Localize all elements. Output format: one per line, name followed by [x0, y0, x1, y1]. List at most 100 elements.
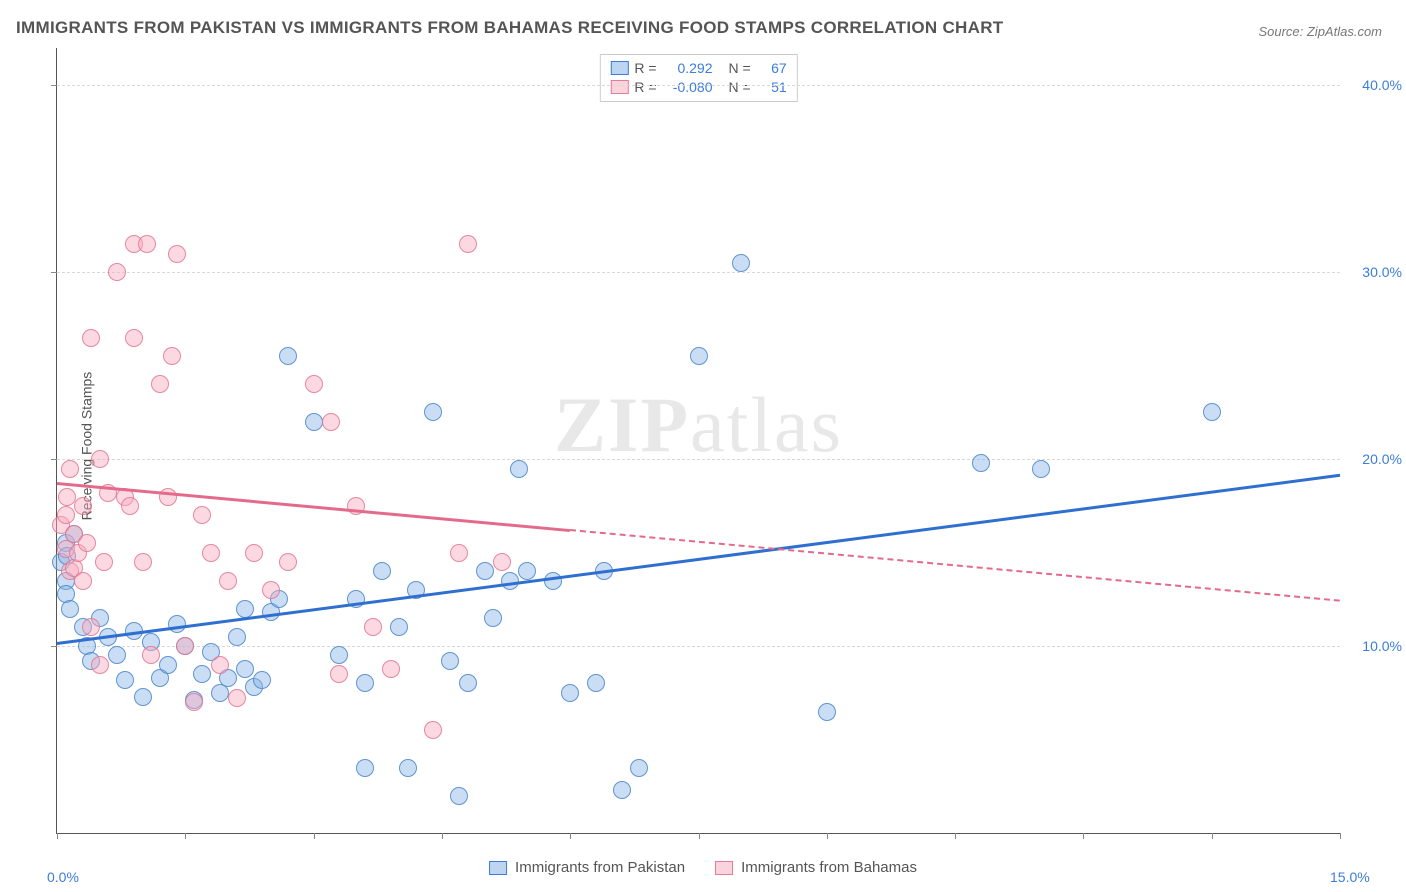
data-point [424, 403, 442, 421]
x-tick-mark [1212, 833, 1213, 839]
data-point [690, 347, 708, 365]
data-point [441, 652, 459, 670]
y-tick-mark [51, 646, 57, 647]
data-point [630, 759, 648, 777]
data-point [142, 646, 160, 664]
data-point [459, 674, 477, 692]
data-point [305, 413, 323, 431]
x-tick-mark [1083, 833, 1084, 839]
data-point [74, 497, 92, 515]
data-point [561, 684, 579, 702]
data-point [108, 263, 126, 281]
data-point [518, 562, 536, 580]
data-point [399, 759, 417, 777]
y-tick-label: 10.0% [1362, 638, 1402, 654]
data-point [322, 413, 340, 431]
data-point [818, 703, 836, 721]
data-point [450, 787, 468, 805]
data-point [390, 618, 408, 636]
legend-swatch [610, 61, 628, 75]
data-point [305, 375, 323, 393]
data-point [236, 600, 254, 618]
x-tick-mark [827, 833, 828, 839]
data-point [424, 721, 442, 739]
data-point [510, 460, 528, 478]
data-point [484, 609, 502, 627]
data-point [493, 553, 511, 571]
data-point [57, 506, 75, 524]
data-point [1203, 403, 1221, 421]
legend-r-label: R = [634, 59, 656, 78]
data-point [236, 660, 254, 678]
data-point [193, 506, 211, 524]
legend-r-value: -0.080 [663, 78, 713, 97]
data-point [95, 553, 113, 571]
legend-r-label: R = [634, 78, 656, 97]
data-point [587, 674, 605, 692]
data-point [193, 665, 211, 683]
legend-swatch [489, 861, 507, 875]
data-point [116, 671, 134, 689]
x-tick-mark [955, 833, 956, 839]
data-point [78, 534, 96, 552]
data-point [91, 450, 109, 468]
legend-n-value: 51 [757, 78, 787, 97]
x-tick-mark [570, 833, 571, 839]
data-point [151, 375, 169, 393]
data-point [134, 553, 152, 571]
legend-correlation-row: R = -0.080 N = 51 [610, 78, 786, 97]
data-point [228, 689, 246, 707]
y-tick-mark [51, 85, 57, 86]
x-tick-mark [699, 833, 700, 839]
data-point [108, 646, 126, 664]
data-point [613, 781, 631, 799]
data-point [74, 572, 92, 590]
y-tick-label: 20.0% [1362, 451, 1402, 467]
data-point [228, 628, 246, 646]
data-point [82, 618, 100, 636]
data-point [245, 544, 263, 562]
data-point [163, 347, 181, 365]
legend-series-label: Immigrants from Bahamas [741, 859, 917, 876]
legend-swatch [610, 80, 628, 94]
data-point [732, 254, 750, 272]
legend-series-item: Immigrants from Bahamas [715, 859, 917, 876]
x-tick-mark [57, 833, 58, 839]
data-point [1032, 460, 1050, 478]
data-point [476, 562, 494, 580]
data-point [972, 454, 990, 472]
legend-series-item: Immigrants from Pakistan [489, 859, 685, 876]
x-tick-mark [314, 833, 315, 839]
series-legend: Immigrants from Pakistan Immigrants from … [489, 859, 917, 876]
legend-correlation-row: R =0.292N =67 [610, 59, 786, 78]
x-tick-label: 0.0% [47, 869, 79, 885]
legend-n-label: N = [729, 78, 751, 97]
watermark-text: ZIPatlas [554, 380, 843, 470]
data-point [253, 671, 271, 689]
gridline-h [57, 85, 1340, 86]
data-point [373, 562, 391, 580]
x-tick-mark [1340, 833, 1341, 839]
x-tick-mark [185, 833, 186, 839]
data-point [61, 600, 79, 618]
data-point [450, 544, 468, 562]
data-point [185, 693, 203, 711]
gridline-h [57, 459, 1340, 460]
data-point [159, 656, 177, 674]
y-tick-mark [51, 459, 57, 460]
y-tick-label: 40.0% [1362, 77, 1402, 93]
legend-r-value: 0.292 [663, 59, 713, 78]
data-point [330, 646, 348, 664]
y-tick-mark [51, 272, 57, 273]
data-point [125, 329, 143, 347]
data-point [82, 329, 100, 347]
data-point [91, 656, 109, 674]
data-point [61, 460, 79, 478]
data-point [134, 688, 152, 706]
chart-title: IMMIGRANTS FROM PAKISTAN VS IMMIGRANTS F… [16, 18, 1003, 38]
gridline-h [57, 272, 1340, 273]
data-point [279, 553, 297, 571]
x-tick-label: 15.0% [1330, 869, 1370, 885]
legend-n-label: N = [729, 59, 751, 78]
correlation-legend: R =0.292N =67R =-0.080N =51 [599, 54, 797, 102]
